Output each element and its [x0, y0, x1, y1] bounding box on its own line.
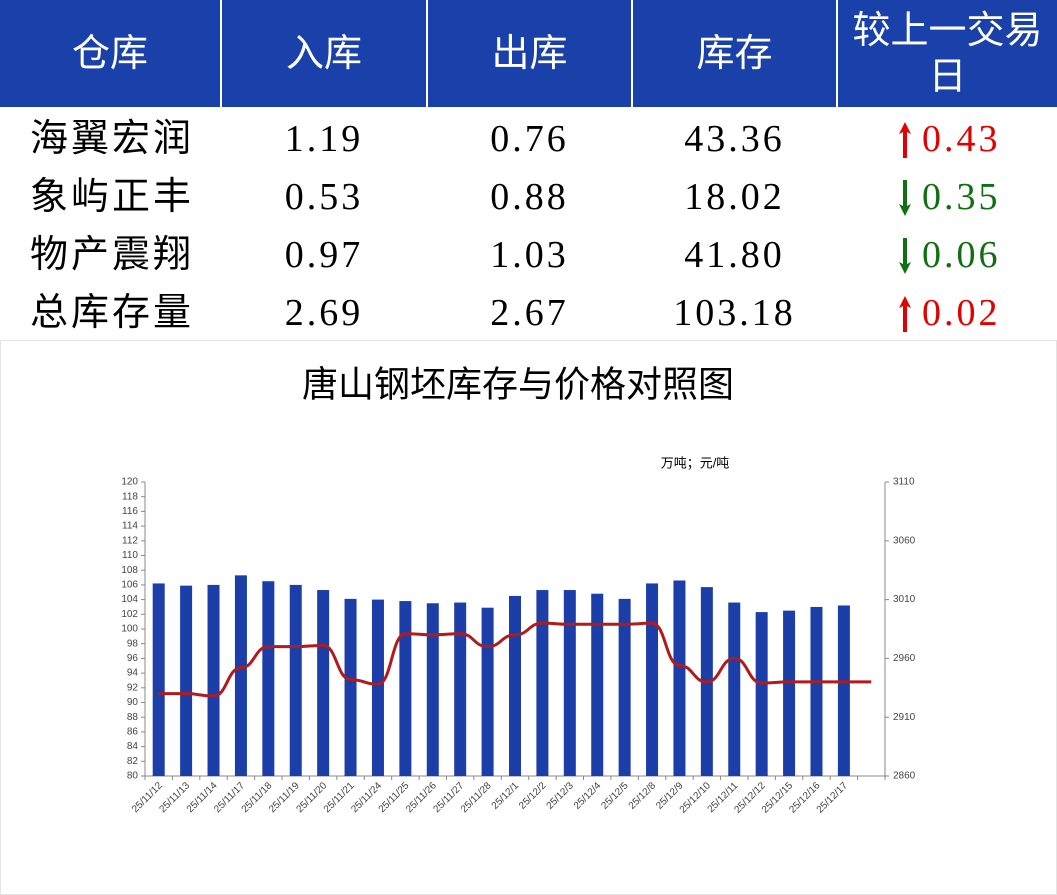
- table-cell: 18.02: [684, 176, 785, 218]
- y-tick-label: 100: [121, 624, 138, 635]
- bar: [454, 602, 467, 776]
- table-cell: 象屿正丰: [30, 176, 195, 218]
- chart: 唐山钢坯库存与价格对照图 万吨；元/吨 80 82 84 86 88 90 92 94 96 98…: [0, 340, 1057, 895]
- y-tick-label: 112: [122, 535, 138, 546]
- inventory-table: 仓库 入库 出库 库存 较上一交易日 海翼宏润 1.19 0.76 43.36 0.43…: [0, 0, 1057, 340]
- y-tick-label: 94: [127, 668, 139, 679]
- bar: [536, 590, 549, 776]
- bar: [426, 603, 439, 776]
- y-tick-label: 114: [122, 521, 138, 532]
- table-cell: 1.03: [490, 234, 569, 276]
- bar: [509, 595, 521, 776]
- trend-arrow: [899, 296, 911, 332]
- trend-arrow: [899, 180, 911, 216]
- y2-tick-label: 2860: [893, 771, 916, 782]
- y-tick-label: 84: [127, 741, 139, 752]
- y-tick-label: 108: [121, 565, 138, 576]
- y-tick-label: 80: [127, 771, 139, 782]
- bar: [207, 584, 220, 776]
- table-cell: 0.76: [490, 118, 569, 160]
- y2-tick-label: 3110: [893, 477, 915, 488]
- y2-tick-label: 2910: [893, 712, 916, 723]
- table-cell: 2.67: [490, 292, 569, 334]
- y-tick-label: 96: [127, 653, 139, 664]
- y-tick-label: 120: [121, 477, 138, 488]
- bar: [289, 584, 302, 776]
- trend-arrow: [899, 122, 911, 158]
- table-cell: 41.80: [684, 234, 785, 276]
- bar: [837, 605, 850, 776]
- trend-arrow: [899, 238, 911, 274]
- y-tick-label: 98: [127, 638, 139, 649]
- y-tick-label: 104: [121, 594, 138, 605]
- y2-tick-label: 3010: [893, 594, 916, 605]
- bar: [618, 598, 631, 776]
- bar: [371, 599, 384, 776]
- header-cell: 库存: [633, 0, 836, 107]
- bar: [399, 601, 412, 776]
- unit-note: 万吨；元/吨: [661, 455, 730, 471]
- bar: [234, 575, 247, 776]
- y-tick-label: 110: [122, 550, 138, 561]
- y-tick-label: 106: [121, 580, 138, 591]
- bar: [152, 583, 165, 776]
- bar: [344, 598, 357, 776]
- bar: [180, 585, 193, 776]
- header-cell: 入库: [222, 0, 426, 107]
- bar: [317, 590, 330, 776]
- table-cell: 0.06: [922, 234, 1001, 276]
- table-cell: 0.53: [284, 176, 364, 218]
- table-cell: 0.88: [490, 176, 569, 218]
- table-cell: 0.43: [922, 118, 1001, 160]
- bar: [728, 602, 741, 776]
- bar: [563, 590, 576, 776]
- y-tick-label: 102: [121, 609, 138, 620]
- header-cell: 仓库: [0, 0, 220, 107]
- y-tick-label: 116: [122, 506, 138, 517]
- chart-title: 唐山钢坯库存与价格对照图: [302, 364, 734, 404]
- table-cell: 1.19: [284, 118, 364, 160]
- table-cell: 总库存量: [30, 292, 195, 334]
- table-cell: 海翼宏润: [30, 118, 195, 160]
- y-tick-label: 86: [127, 727, 139, 738]
- price-line: [158, 621, 872, 698]
- bar: [481, 607, 494, 776]
- header-cell: 出库: [428, 0, 631, 107]
- y2-tick-label: 2960: [893, 653, 916, 664]
- header-cell: 较上一交易日: [838, 0, 1057, 107]
- table-cell: 43.36: [684, 118, 785, 160]
- y-tick-label: 82: [127, 756, 139, 767]
- bar: [646, 583, 659, 776]
- chart-frame: [0, 340, 1057, 895]
- table-cell: 0.02: [922, 292, 1001, 334]
- table-cell: 0.35: [922, 176, 1001, 218]
- bar: [262, 581, 275, 776]
- y2-tick-label: 3060: [893, 535, 916, 546]
- table-cell: 0.97: [284, 234, 364, 276]
- y-tick-label: 118: [122, 491, 138, 502]
- bar: [783, 610, 796, 776]
- bar: [810, 606, 823, 776]
- table-cell: 103.18: [673, 292, 796, 334]
- y-tick-label: 88: [127, 712, 139, 723]
- y-tick-label: 92: [127, 682, 139, 693]
- y-tick-label: 90: [127, 697, 139, 708]
- bar: [673, 580, 686, 776]
- bar: [591, 593, 604, 776]
- table-cell: 物产震翔: [30, 234, 195, 276]
- table-cell: 2.69: [284, 292, 364, 334]
- bar: [755, 612, 768, 776]
